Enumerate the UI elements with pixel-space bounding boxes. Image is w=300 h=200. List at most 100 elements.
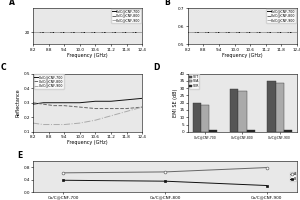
Line: A: A (62, 166, 268, 174)
Bar (284, 130, 292, 132)
Co/C@CNF-700 (62, 102, 66, 104)
Bar (238, 91, 247, 132)
Bar (247, 130, 255, 132)
Co/C@CNF-800 (94, 107, 97, 110)
Co/C@CNF-900 (295, 30, 299, 33)
Y-axis label: EMI SE (dB): EMI SE (dB) (173, 89, 178, 117)
X-axis label: Frequency (GHz): Frequency (GHz) (67, 53, 108, 58)
Co/C@CNF-700 (196, 30, 200, 33)
Y-axis label: Reflectance: Reflectance (16, 88, 20, 117)
X-axis label: Frequency (GHz): Frequency (GHz) (67, 140, 108, 145)
Co/C@CNF-800 (31, 31, 35, 33)
Line: B: B (62, 179, 268, 187)
Co/C@CNF-700 (280, 30, 283, 33)
A (62, 172, 65, 174)
Co/C@CNF-800 (42, 31, 45, 33)
Co/C@CNF-900 (31, 122, 35, 124)
Co/C@CNF-800 (78, 106, 82, 108)
Co/C@CNF-900 (207, 30, 211, 33)
Text: A: A (9, 0, 15, 7)
Legend: A, B: A, B (290, 172, 296, 181)
Text: B: B (164, 0, 170, 7)
Co/C@CNF-700 (140, 31, 144, 33)
Co/C@CNF-900 (42, 123, 45, 126)
Legend: SET, SEA, SER: SET, SEA, SER (188, 74, 200, 89)
Co/C@CNF-700 (125, 31, 128, 33)
X-axis label: Frequency (GHz): Frequency (GHz) (222, 53, 263, 58)
Co/C@CNF-700 (264, 30, 268, 33)
Co/C@CNF-900 (94, 119, 97, 121)
Co/C@CNF-800 (295, 30, 299, 33)
Co/C@CNF-800 (196, 30, 200, 33)
Legend: Co/C@CNF-700, Co/C@CNF-800, Co/C@CNF-900: Co/C@CNF-700, Co/C@CNF-800, Co/C@CNF-900 (34, 74, 64, 89)
B (62, 179, 65, 181)
A (163, 171, 167, 173)
Co/C@CNF-800 (31, 102, 35, 104)
Co/C@CNF-900 (125, 110, 128, 113)
Line: Co/C@CNF-900: Co/C@CNF-900 (33, 107, 142, 125)
Bar (209, 130, 217, 132)
Co/C@CNF-700 (186, 30, 190, 33)
Bar (201, 105, 209, 132)
Co/C@CNF-900 (62, 123, 66, 126)
A (265, 166, 268, 169)
Co/C@CNF-700 (295, 30, 299, 33)
Co/C@CNF-700 (62, 31, 66, 33)
Co/C@CNF-900 (31, 31, 35, 33)
Line: Co/C@CNF-800: Co/C@CNF-800 (33, 103, 142, 109)
Co/C@CNF-800 (52, 31, 56, 33)
Text: C: C (0, 63, 6, 72)
Co/C@CNF-900 (52, 31, 56, 33)
Co/C@CNF-700 (109, 100, 113, 102)
Legend: Co/C@CNF-700, Co/C@CNF-800, Co/C@CNF-900: Co/C@CNF-700, Co/C@CNF-800, Co/C@CNF-900 (111, 9, 142, 23)
Co/C@CNF-700 (125, 99, 128, 101)
Co/C@CNF-900 (186, 30, 190, 33)
Co/C@CNF-900 (264, 30, 268, 33)
Bar (276, 83, 284, 132)
Legend: Co/C@CNF-700, Co/C@CNF-800, Co/C@CNF-900: Co/C@CNF-700, Co/C@CNF-800, Co/C@CNF-900 (266, 9, 296, 23)
Co/C@CNF-800 (280, 30, 283, 33)
Co/C@CNF-900 (217, 30, 221, 33)
Co/C@CNF-800 (207, 30, 211, 33)
Bar (230, 89, 238, 132)
B (163, 180, 167, 182)
Co/C@CNF-700 (78, 31, 82, 33)
B (265, 184, 268, 187)
Co/C@CNF-700 (42, 31, 45, 33)
Co/C@CNF-700 (31, 103, 35, 105)
Co/C@CNF-800 (125, 31, 128, 33)
Co/C@CNF-900 (62, 31, 66, 33)
Co/C@CNF-800 (125, 107, 128, 110)
Co/C@CNF-800 (94, 31, 97, 33)
Co/C@CNF-900 (78, 122, 82, 124)
Bar (193, 103, 201, 132)
Co/C@CNF-800 (186, 30, 190, 33)
Co/C@CNF-900 (140, 106, 144, 108)
Co/C@CNF-800 (52, 104, 56, 107)
Co/C@CNF-900 (109, 115, 113, 117)
Text: E: E (17, 151, 22, 160)
Co/C@CNF-800 (109, 31, 113, 33)
Co/C@CNF-800 (140, 31, 144, 33)
Co/C@CNF-700 (207, 30, 211, 33)
Co/C@CNF-700 (78, 102, 82, 104)
Co/C@CNF-800 (62, 104, 66, 107)
Co/C@CNF-700 (94, 100, 97, 102)
Co/C@CNF-900 (52, 123, 56, 126)
Line: Co/C@CNF-700: Co/C@CNF-700 (33, 98, 142, 104)
Co/C@CNF-800 (248, 30, 252, 33)
Text: D: D (153, 63, 159, 72)
Co/C@CNF-700 (217, 30, 221, 33)
Co/C@CNF-900 (248, 30, 252, 33)
Co/C@CNF-900 (233, 30, 236, 33)
Co/C@CNF-700 (31, 31, 35, 33)
Co/C@CNF-700 (233, 30, 236, 33)
Co/C@CNF-800 (42, 103, 45, 105)
Co/C@CNF-800 (140, 106, 144, 108)
Co/C@CNF-700 (109, 31, 113, 33)
Co/C@CNF-800 (233, 30, 236, 33)
Co/C@CNF-700 (42, 102, 45, 104)
Bar (267, 81, 276, 132)
Co/C@CNF-900 (78, 31, 82, 33)
Co/C@CNF-800 (217, 30, 221, 33)
